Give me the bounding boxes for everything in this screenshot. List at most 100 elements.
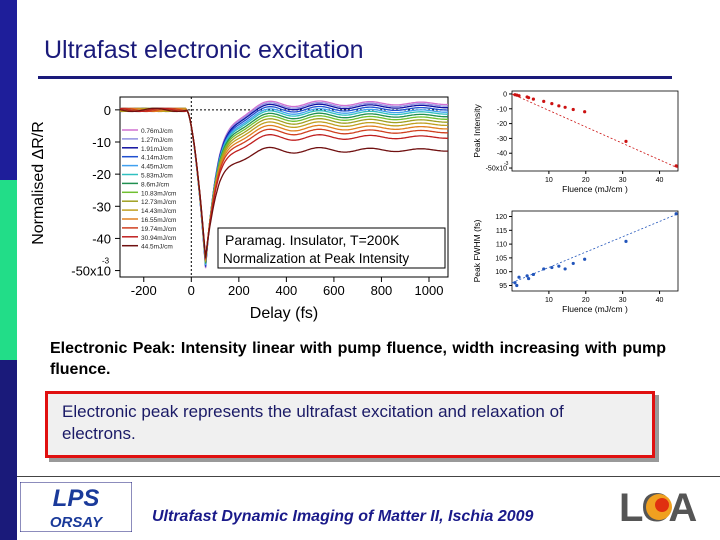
y-tick-label: -20 bbox=[497, 121, 507, 128]
logo-orsay-text: ORSAY bbox=[50, 514, 104, 531]
y-axis-title: Peak Intensity bbox=[472, 104, 482, 158]
x-tick-label: 30 bbox=[619, 177, 627, 184]
data-point bbox=[563, 105, 567, 109]
data-point bbox=[583, 110, 587, 114]
data-point bbox=[571, 107, 575, 112]
lca-logo: LCA bbox=[619, 486, 698, 527]
y-tick-label: -10 bbox=[497, 106, 507, 113]
y-tick-label: -10 bbox=[92, 135, 111, 150]
y-tick-label: -40 bbox=[92, 231, 111, 246]
y-tick-label: 110 bbox=[496, 242, 507, 249]
data-point bbox=[542, 267, 546, 271]
data-point bbox=[517, 275, 521, 279]
peak-fwhm-chart: 10 20 30 40 95 100 105 110 115 120 Fluence (mJ/cm … bbox=[472, 210, 679, 314]
data-point bbox=[557, 104, 561, 108]
x-axis-title: Fluence (mJ/cm ) bbox=[562, 304, 628, 314]
y-tick-label: -30 bbox=[92, 199, 111, 214]
callout-box: Electronic peak represents the ultrafast… bbox=[45, 391, 655, 458]
y-axis-title: Normalised ΔR/R bbox=[30, 121, 47, 245]
x-tick-label: 20 bbox=[582, 297, 590, 304]
y-tick-exponent: -3 bbox=[504, 161, 509, 167]
logo-lps-text: LPS bbox=[53, 485, 100, 512]
legend-entry: 1.27mJ/cm bbox=[141, 137, 173, 144]
x-tick-label: 10 bbox=[545, 177, 553, 184]
data-point bbox=[550, 265, 554, 270]
legend-entry: 10.83mJ/cm bbox=[141, 190, 176, 197]
y-tick-label: -40 bbox=[497, 151, 507, 158]
series-line bbox=[119, 107, 449, 259]
data-point bbox=[517, 94, 521, 98]
data-point bbox=[525, 274, 529, 278]
slide-caption: Electronic Peak: Intensity linear with p… bbox=[50, 340, 666, 378]
x-tick-label: 10 bbox=[545, 297, 553, 304]
data-point bbox=[624, 239, 628, 243]
y-tick-exponent: -3 bbox=[102, 257, 110, 266]
y-tick-label: 95 bbox=[499, 283, 507, 290]
data-point bbox=[515, 283, 519, 288]
y-tick-label: 0 bbox=[503, 91, 507, 98]
data-point bbox=[557, 264, 561, 268]
data-point bbox=[583, 257, 587, 261]
y-tick-label: -50x10 bbox=[486, 166, 508, 173]
footer-conference: Ultrafast Dynamic Imaging of Matter II, … bbox=[152, 508, 534, 525]
x-axis-title: Fluence (mJ/cm ) bbox=[562, 184, 628, 194]
legend-entry: 14.43mJ/cm bbox=[141, 208, 176, 215]
footer-divider bbox=[17, 476, 720, 477]
legend-entry: 44.5mJ/cm bbox=[141, 244, 173, 251]
annotation-line: Normalization at Peak Intensity bbox=[223, 251, 409, 266]
legend-entry: 1.91mJ/cm bbox=[141, 146, 173, 153]
inset-frame bbox=[511, 90, 679, 172]
stripe-bottom bbox=[0, 360, 17, 540]
logo-lca-sphere-core bbox=[655, 498, 669, 512]
legend-entry: 16.55mJ/cm bbox=[141, 217, 176, 224]
peak-intensity-chart: 10 20 30 40 0 -10 -20 -30 -40 -50x10-3 Fluence (mJ… bbox=[472, 90, 679, 194]
legend-entry: 4.14mJ/cm bbox=[141, 155, 173, 162]
data-point bbox=[674, 164, 678, 168]
data-point bbox=[531, 272, 535, 277]
inset-frame bbox=[511, 210, 679, 292]
main-delay-chart: -200 0 200 400 600 800 1000 0 -10 -20 -30 -40 -50x10… bbox=[30, 96, 449, 322]
y-tick-label: 115 bbox=[496, 228, 507, 235]
x-tick-label: 0 bbox=[188, 283, 195, 298]
stripe-top bbox=[0, 0, 17, 180]
data-point bbox=[563, 267, 567, 271]
legend-entry: 8.6mJ/cm bbox=[141, 181, 169, 188]
title-underline bbox=[38, 76, 672, 79]
annotation-box bbox=[217, 227, 446, 269]
x-tick-label: 40 bbox=[656, 297, 664, 304]
chart-annotation: Paramag. Insulator, T=200K Normalization … bbox=[217, 227, 446, 269]
y-tick-label: 105 bbox=[495, 255, 507, 262]
data-point bbox=[542, 99, 546, 103]
y-tick-label: 100 bbox=[495, 269, 507, 276]
legend-entry: 5.83mJ/cm bbox=[141, 173, 173, 180]
series-line bbox=[119, 107, 448, 260]
x-tick-label: 40 bbox=[656, 177, 664, 184]
series-line bbox=[119, 107, 448, 258]
data-point bbox=[527, 96, 531, 100]
callout-text: Electronic peak represents the ultrafast… bbox=[62, 402, 564, 443]
legend-entry: 12.73mJ/cm bbox=[141, 199, 176, 206]
y-tick-label: -30 bbox=[497, 136, 507, 143]
legend-entry: 19.74mJ/cm bbox=[141, 226, 176, 233]
y-tick-label: 120 bbox=[495, 214, 507, 221]
data-point bbox=[531, 97, 535, 101]
data-point bbox=[550, 101, 554, 106]
y-tick-label: -50x10 bbox=[71, 264, 111, 279]
annotation-line: Paramag. Insulator, T=200K bbox=[225, 232, 400, 248]
y-tick-label: 0 bbox=[104, 103, 111, 118]
data-point bbox=[513, 281, 517, 285]
x-tick-label: 600 bbox=[323, 283, 345, 298]
x-tick-label: 200 bbox=[228, 283, 250, 298]
legend-entry: 30.94mJ/cm bbox=[141, 235, 176, 242]
legend-entry: 4.45mJ/cm bbox=[141, 164, 173, 171]
fit-line bbox=[511, 213, 679, 284]
legend-entry: 0.76mJ/cm bbox=[141, 128, 173, 135]
data-point bbox=[527, 276, 531, 281]
x-tick-label: 30 bbox=[619, 297, 627, 304]
x-tick-label: -200 bbox=[131, 283, 157, 298]
x-tick-label: 800 bbox=[371, 283, 393, 298]
x-tick-label: 20 bbox=[582, 177, 590, 184]
lps-orsay-logo: LPS ORSAY bbox=[20, 482, 132, 532]
slide-title: Ultrafast electronic excitation bbox=[44, 36, 364, 64]
x-tick-label: 400 bbox=[276, 283, 298, 298]
